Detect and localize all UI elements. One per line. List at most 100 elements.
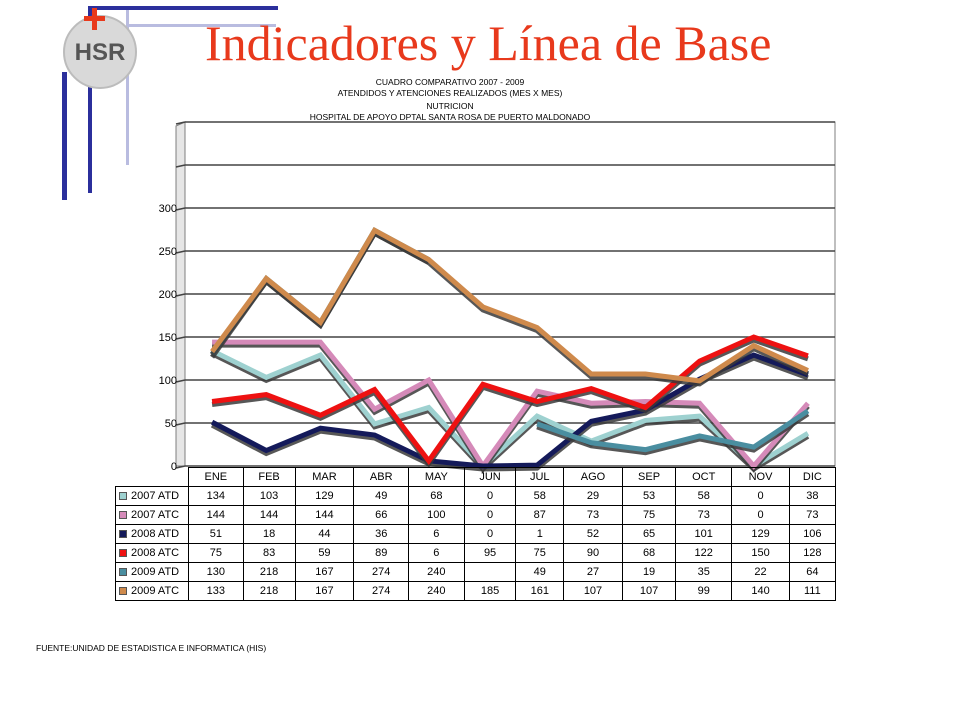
series-line-2008-atc (211, 334, 809, 466)
table-cell: 0 (731, 505, 790, 525)
table-cell: 59 (294, 543, 355, 563)
table-row: 2007 ATD 134 103 129 49 68 0 58 29 53 58 0 38 (115, 486, 837, 506)
table-cell: 52 (563, 524, 623, 544)
table-cell: 58 (675, 486, 733, 506)
chart-title-line-1: CUADRO COMPARATIVO 2007 - 2009 (375, 77, 525, 87)
table-cell: 22 (731, 562, 790, 582)
legend-swatch (119, 530, 127, 539)
series-line-shadow-2008-atc (211, 337, 809, 469)
table-cell: 122 (675, 543, 733, 563)
table-cell: 167 (294, 581, 355, 601)
table-cell: 36 (353, 524, 410, 544)
table-cell: 103 (242, 486, 296, 506)
table-cell: 107 (621, 581, 677, 601)
table-cell: 18 (242, 524, 296, 544)
legend-entry: 2007 ATD (115, 486, 189, 506)
y-tick-label: 100 (159, 375, 177, 387)
chart-title-line-2: ATENDIDOS Y ATENCIONES REALIZADOS (MES X… (337, 88, 563, 98)
x-tick-label: AGO (563, 467, 623, 487)
x-tick-label: DIC (788, 467, 837, 487)
table-cell: 90 (563, 543, 623, 563)
legend-entry: 2009 ATD (115, 562, 189, 582)
table-cell: 68 (621, 543, 677, 563)
table-cell: 150 (731, 543, 790, 563)
table-header-row: ENE FEB MAR ABR MAY JUN JUL AGO SEP OCT NOV DIC (116, 467, 837, 487)
table-cell: 129 (731, 524, 790, 544)
y-tick-label: 50 (165, 418, 177, 430)
table-cell: 167 (294, 562, 355, 582)
chart-title-line-4: HOSPITAL DE APOYO DPTAL SANTA ROSA DE PU… (309, 112, 591, 122)
table-cell: 130 (188, 562, 244, 582)
table-cell: 19 (621, 562, 677, 582)
x-tick-label: JUL (515, 467, 565, 487)
data-table: ENE FEB MAR ABR MAY JUN JUL AGO SEP OCT NOV DIC 2007… (115, 467, 837, 601)
table-cell: 66 (353, 505, 410, 525)
legend-swatch (119, 492, 127, 501)
table-cell: 73 (563, 505, 623, 525)
table-cell: 240 (408, 562, 465, 582)
gridline-side (175, 336, 186, 340)
table-cell: 0 (463, 505, 517, 525)
table-cell: 83 (242, 543, 296, 563)
table-cell: 1 (515, 524, 565, 544)
table-cell: 185 (463, 581, 517, 601)
gridline-side (175, 250, 186, 254)
table-cell: 38 (788, 486, 837, 506)
gridline-side (175, 164, 186, 168)
table-cell: 134 (188, 486, 244, 506)
legend-swatch (119, 511, 127, 520)
x-tick-label: ENE (188, 467, 244, 487)
table-cell: 27 (563, 562, 623, 582)
table-row: 2007 ATC 144 144 144 66 100 0 87 73 75 73 0 73 (115, 505, 837, 525)
legend-label: 2007 ATD (131, 490, 180, 502)
table-cell: 68 (408, 486, 465, 506)
legend-swatch (119, 587, 127, 596)
gridline-side (175, 121, 186, 125)
x-tick-label: ABR (353, 467, 410, 487)
table-row: 2008 ATD 51 18 44 36 6 0 1 52 65 101 129 106 (115, 524, 837, 544)
table-cell: 87 (515, 505, 565, 525)
table-cell: 128 (788, 543, 837, 563)
table-cell: 0 (731, 486, 790, 506)
table-cell: 95 (463, 543, 517, 563)
series-line-2007-atd (210, 348, 810, 470)
legend-label: 2008 ATC (131, 547, 180, 559)
y-tick-label: 300 (159, 203, 177, 215)
table-cell: 6 (408, 543, 465, 563)
x-tick-label: JUN (463, 467, 517, 487)
table-cell: 44 (294, 524, 355, 544)
table-cell: 89 (353, 543, 410, 563)
x-tick-label: MAY (408, 467, 465, 487)
table-cell: 129 (294, 486, 355, 506)
x-tick-label: FEB (242, 467, 296, 487)
table-cell: 35 (675, 562, 733, 582)
table-cell: 240 (408, 581, 465, 601)
table-cell: 49 (515, 562, 565, 582)
table-corner (116, 468, 189, 487)
gridline-side (175, 293, 186, 297)
table-cell: 99 (675, 581, 733, 601)
table-cell: 133 (188, 581, 244, 601)
table-cell: 73 (788, 505, 837, 525)
svg-text:HSR: HSR (75, 39, 126, 66)
table-cell: 51 (188, 524, 244, 544)
legend-entry: 2008 ATC (115, 543, 189, 563)
y-tick-label: 250 (159, 246, 177, 258)
legend-swatch (119, 549, 127, 558)
y-tick-label: 150 (159, 332, 177, 344)
table-cell: 144 (294, 505, 355, 525)
table-cell: 0 (463, 524, 517, 544)
table-cell: 75 (188, 543, 244, 563)
chart-title-line-3: NUTRICION (426, 101, 474, 111)
table-cell: 6 (408, 524, 465, 544)
x-tick-label: NOV (731, 467, 790, 487)
slide-title: Indicadores y Línea de Base (205, 15, 772, 71)
table-cell: 111 (788, 581, 837, 601)
table-cell: 161 (515, 581, 565, 601)
table-row: 2009 ATC 133 218 167 274 240 185 161 107 107 99 140… (115, 581, 837, 601)
table-cell: 144 (242, 505, 296, 525)
x-tick-label: OCT (675, 467, 733, 487)
gridline-side (175, 207, 186, 211)
legend-swatch (119, 568, 127, 577)
